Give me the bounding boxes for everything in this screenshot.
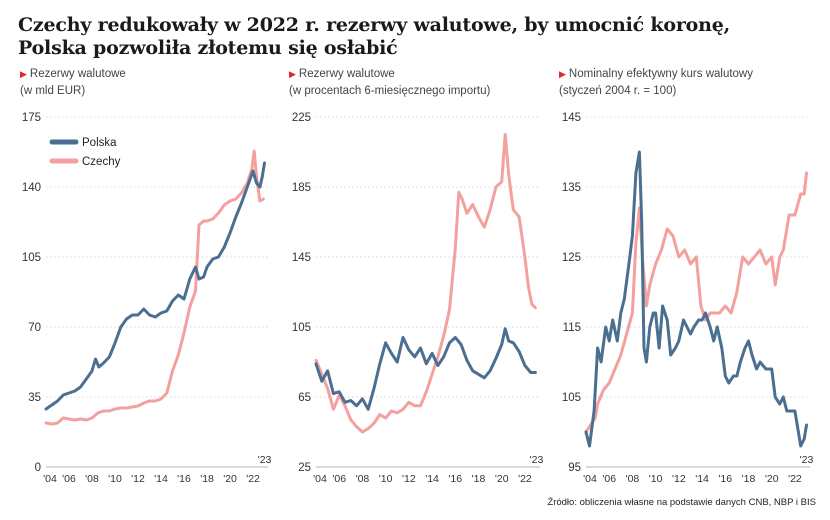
y-tick-label: 95 [568,462,581,474]
triangle-marker-icon: ▶ [559,69,566,79]
legend-label-czechy: Czechy [82,156,121,168]
x-tick-label: '18 [200,473,214,485]
y-tick-label: 105 [562,392,581,404]
y-tick-label: 0 [35,462,41,474]
x-tick-label: '22 [246,473,260,485]
x-tick-label: '22 [788,473,802,485]
y-tick-label: 70 [28,322,41,334]
x-tick-label: '22 [518,473,532,485]
y-tick-label: 145 [292,252,311,264]
headline-line-2: Polska pozwoliła złotemu się osłabić [18,37,398,59]
legend-label-polska: Polska [82,137,117,149]
x-tick-label: '18 [742,473,756,485]
x-tick-label: '04 [43,473,57,485]
panel-3-subtitle: (styczeń 2004 r. = 100) [559,85,677,97]
y-tick-label: 145 [562,112,581,124]
series-line-polska [44,161,266,411]
x-tick-label: '16 [177,473,191,485]
x-tick-label: '06 [602,473,616,485]
panel-2-subtitle: (w procentach 6-miesięcznego importu) [289,85,491,97]
y-tick-label: 115 [563,322,581,334]
x-tick-label: '06 [62,473,76,485]
y-tick-label: 105 [292,322,311,334]
y-tick-label: 140 [22,182,41,194]
x-tick-label: '04 [313,473,327,485]
x-tick-label: '10 [379,473,393,485]
x-tick-label: '10 [649,473,663,485]
x-tick-label: '14 [695,473,709,485]
panel-1-title: Rezerwy walutowe [29,68,126,80]
triangle-marker-icon: ▶ [289,69,296,79]
series-line-polska [584,150,808,448]
x-tick-label: '10 [108,473,122,485]
panel-1-header: ▶ Rezerwy walutowe (w mld EUR) [20,66,126,100]
headline-line-1: Czechy redukowały w 2022 r. rezerwy walu… [18,14,731,36]
x-tick-label: '08 [85,473,99,485]
x-tick-label: '08 [356,473,370,485]
x-tick-label: '16 [718,473,732,485]
series-line-czechy [584,171,808,434]
y-tick-label: 105 [22,252,41,264]
series-line-polska [314,327,537,411]
end-year-label: '23 [530,454,544,466]
x-tick-label: '14 [154,473,168,485]
y-tick-label: 225 [292,112,311,124]
triangle-marker-icon: ▶ [20,69,27,79]
x-tick-label: '12 [402,473,416,485]
panel-2-title: Rezerwy walutowe [298,68,395,80]
end-year-label: '23 [800,454,814,466]
y-tick-label: 125 [562,252,581,264]
x-tick-label: '12 [131,473,145,485]
y-tick-label: 175 [22,112,41,124]
y-tick-label: 65 [298,392,311,404]
y-tick-label: 185 [292,182,311,194]
series-line-czechy [314,133,537,434]
panel-3-title: Nominalny efektywny kurs walutowy [568,68,753,80]
x-tick-label: '06 [332,473,346,485]
x-tick-label: '08 [626,473,640,485]
headline: Czechy redukowały w 2022 r. rezerwy walu… [18,14,818,60]
y-tick-label: 25 [298,462,311,474]
x-tick-label: '18 [472,473,486,485]
panel-2-header: ▶ Rezerwy walutowe (w procentach 6-miesię… [289,66,490,100]
panel-1-subtitle: (w mld EUR) [20,85,86,97]
end-year-label: '23 [258,454,272,466]
source-note: Źródło: obliczenia własne na podstawie d… [547,497,816,508]
y-tick-label: 135 [562,182,581,194]
x-tick-label: '20 [495,473,509,485]
x-tick-label: '12 [672,473,686,485]
y-tick-label: 35 [28,392,41,404]
x-tick-label: '16 [448,473,462,485]
series-line-czechy [44,149,265,426]
x-tick-label: '20 [223,473,237,485]
x-tick-label: '20 [765,473,779,485]
x-tick-label: '04 [583,473,597,485]
panel-3-header: ▶ Nominalny efektywny kurs walutowy (styc… [559,66,753,100]
x-tick-label: '14 [425,473,439,485]
